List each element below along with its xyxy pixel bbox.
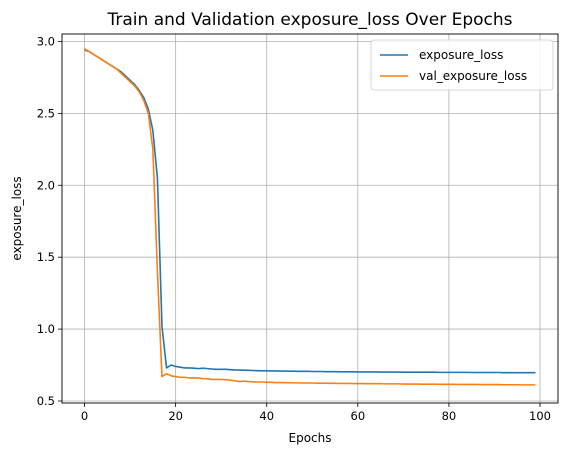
grid: [62, 34, 558, 403]
y-tick-label: 0.5: [37, 394, 55, 408]
x-axis-label: Epochs: [289, 431, 332, 445]
y-tick-label: 1.0: [37, 322, 55, 336]
plot-frame: [61, 33, 559, 404]
legend: exposure_loss val_exposure_loss: [370, 39, 554, 91]
y-tick-label: 2.0: [37, 178, 55, 192]
series-line-exposure-loss: [84, 49, 536, 374]
x-tick-label: 0: [81, 409, 88, 423]
x-tick-label: 60: [351, 409, 366, 423]
y-axis-label: exposure_loss: [10, 176, 24, 260]
y-tick-label: 3.0: [37, 34, 55, 48]
legend-box: [370, 39, 554, 91]
y-axis: 0.5 1.0 1.5 2.0 2.5 3.0: [37, 34, 62, 408]
x-tick-label: 20: [168, 409, 183, 423]
y-tick-label: 2.5: [37, 106, 55, 120]
x-tick-label: 100: [529, 409, 551, 423]
x-axis: 0 20 40 60 80 100: [81, 403, 551, 423]
x-tick-label: 80: [442, 409, 457, 423]
series-lines: [84, 47, 536, 386]
y-tick-label: 1.5: [37, 250, 55, 264]
legend-label-val-exposure-loss: val_exposure_loss: [419, 69, 527, 83]
series-line-val-exposure-loss: [84, 47, 536, 386]
legend-label-exposure-loss: exposure_loss: [419, 48, 503, 62]
x-tick-label: 40: [259, 409, 274, 423]
chart-title: Train and Validation exposure_loss Over …: [107, 10, 513, 30]
